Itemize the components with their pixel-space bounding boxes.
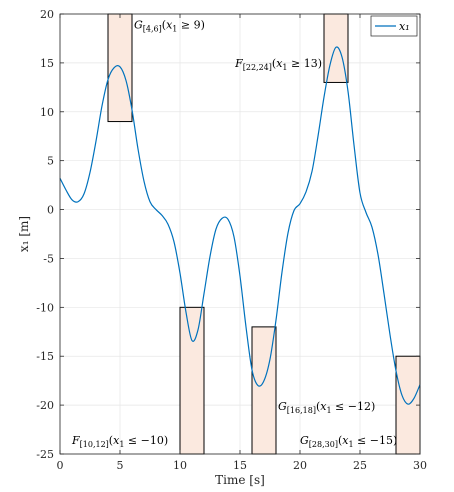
spec-boxes xyxy=(107,13,421,455)
y-tick-label: 0 xyxy=(47,204,54,217)
annotation-2: G[16,18](x1 ≤ −12) xyxy=(278,400,375,415)
annotation-0: G[4,6](x1 ≥ 9) xyxy=(134,19,205,34)
x-tick-label: 0 xyxy=(57,459,64,472)
annotations: G[4,6](x1 ≥ 9) F[10,12](x1 ≤ −10) G[16,18]… xyxy=(71,19,397,450)
spec-box-0 xyxy=(107,13,133,123)
spec-box-3 xyxy=(323,13,349,83)
y-tick-label: -25 xyxy=(36,448,54,461)
x-tick-label: 25 xyxy=(353,459,367,472)
legend: x₁ xyxy=(370,15,418,37)
annotation-1: F[10,12](x1 ≤ −10) xyxy=(71,434,168,449)
x-tick-label: 30 xyxy=(413,459,427,472)
x-tick-label: 5 xyxy=(117,459,124,472)
x-tick-label: 20 xyxy=(293,459,307,472)
y-tick-label: 5 xyxy=(47,155,54,168)
x-tick-label: 15 xyxy=(233,459,247,472)
series-line-x1 xyxy=(59,46,421,405)
y-tick-label: 10 xyxy=(40,106,54,119)
y-tick-label: -15 xyxy=(36,350,54,363)
x-tick-label: 10 xyxy=(173,459,187,472)
y-tick-label: 20 xyxy=(40,8,54,21)
annotation-4: G[28,30](x1 ≤ −15) xyxy=(300,434,397,449)
y-tick-label: -20 xyxy=(36,399,54,412)
legend-entry-x1: x₁ xyxy=(399,20,410,33)
y-tick-label: 15 xyxy=(40,57,54,70)
x-axis-label: Time [s] xyxy=(215,473,265,487)
axis-ticks: 0 5 10 15 20 25 30 20 15 10 5 0 -5 -10 -15 -20 -25 xyxy=(36,8,427,472)
annotation-3: F[22,24](x1 ≥ 13) xyxy=(234,57,322,72)
spec-box-1 xyxy=(179,306,205,455)
y-tick-label: -10 xyxy=(36,301,54,314)
y-tick-label: -5 xyxy=(43,252,54,265)
y-axis-label: x₁ [m] xyxy=(17,216,31,252)
